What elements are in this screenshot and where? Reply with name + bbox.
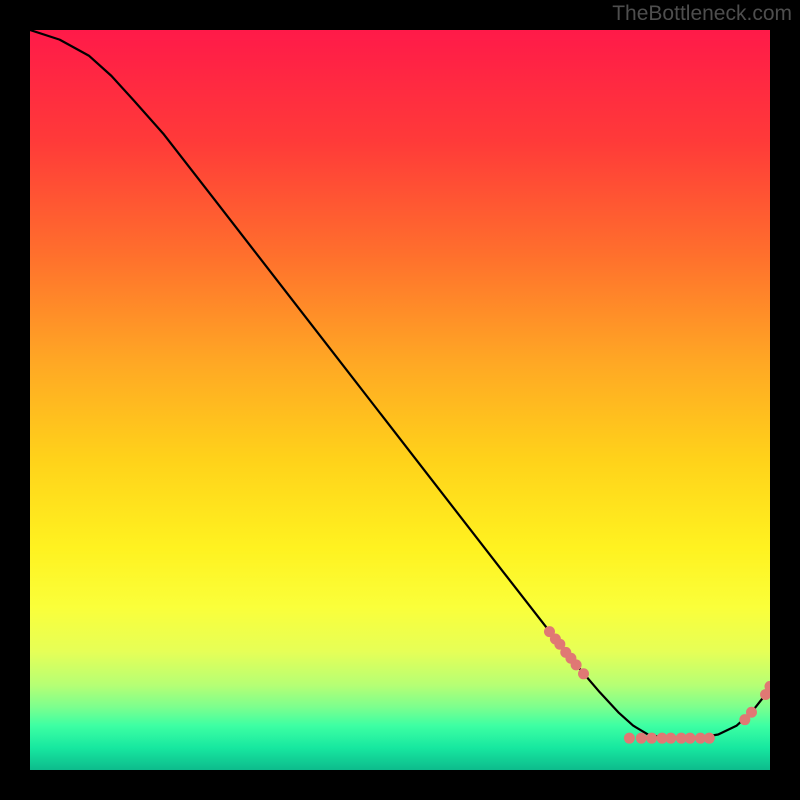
data-marker — [704, 733, 715, 744]
bottleneck-curve-chart — [30, 30, 770, 770]
data-marker — [646, 733, 657, 744]
data-marker — [685, 733, 696, 744]
data-marker — [571, 659, 582, 670]
watermark-text: TheBottleneck.com — [612, 2, 792, 26]
data-marker — [636, 733, 647, 744]
data-marker — [624, 733, 635, 744]
chart-frame: TheBottleneck.com — [0, 0, 800, 800]
plot-area — [30, 30, 770, 770]
data-marker — [746, 707, 757, 718]
data-marker — [665, 733, 676, 744]
gradient-background — [30, 30, 770, 770]
data-marker — [578, 668, 589, 679]
